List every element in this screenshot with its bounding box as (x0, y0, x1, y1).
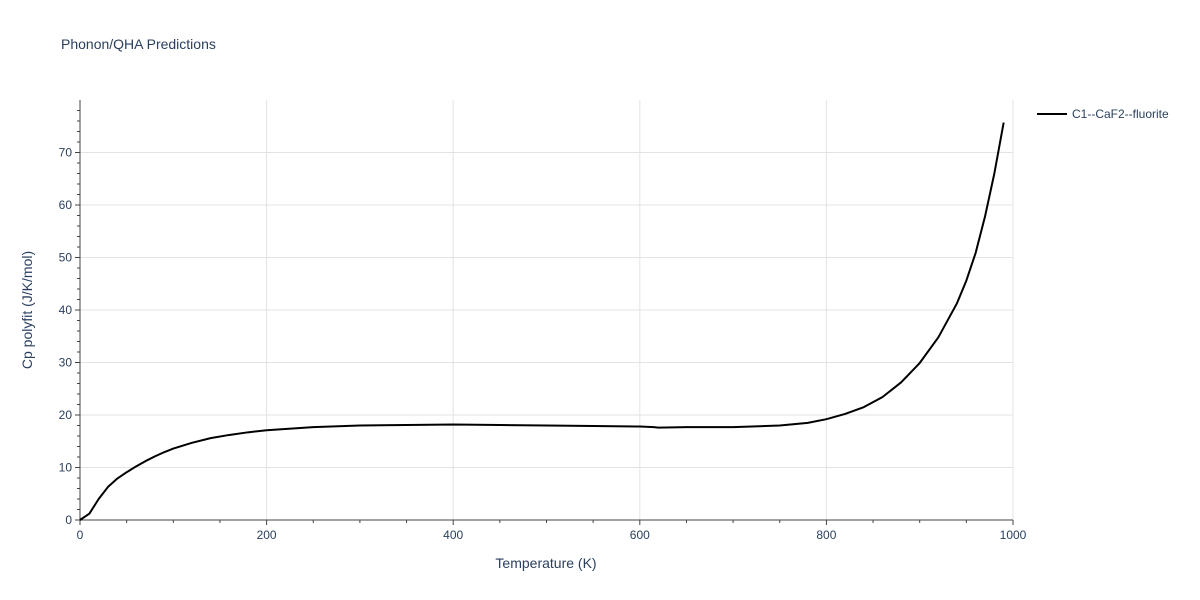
y-tick-label: 0 (65, 513, 72, 527)
y-tick-label: 20 (59, 408, 73, 422)
y-tick-label: 50 (59, 251, 73, 265)
y-tick-label: 40 (59, 303, 73, 317)
series-line (79, 122, 1005, 521)
axes: 0 200 400 600 800 1000 0 10 20 30 40 50 60 70 (59, 100, 1027, 542)
x-tick-label: 800 (816, 528, 836, 542)
y-axis-title: Cp polyfit (J/K/mol) (19, 251, 35, 369)
x-tick-label: 400 (443, 528, 463, 542)
x-tick-label: 1000 (1000, 528, 1027, 542)
y-tick-label: 70 (59, 146, 73, 160)
chart-title: Phonon/QHA Predictions (61, 36, 216, 52)
plot-area (79, 122, 1005, 521)
x-tick-label: 0 (77, 528, 84, 542)
y-tick-label: 10 (59, 461, 73, 475)
grid-lines (80, 100, 1014, 520)
legend-label: C1--CaF2--fluorite (1072, 107, 1169, 121)
y-tick-label: 30 (59, 356, 73, 370)
x-axis-title: Temperature (K) (495, 555, 596, 571)
legend: C1--CaF2--fluorite (1037, 107, 1169, 121)
x-tick-label: 600 (630, 528, 650, 542)
y-tick-label: 60 (59, 198, 73, 212)
x-tick-label: 200 (257, 528, 277, 542)
